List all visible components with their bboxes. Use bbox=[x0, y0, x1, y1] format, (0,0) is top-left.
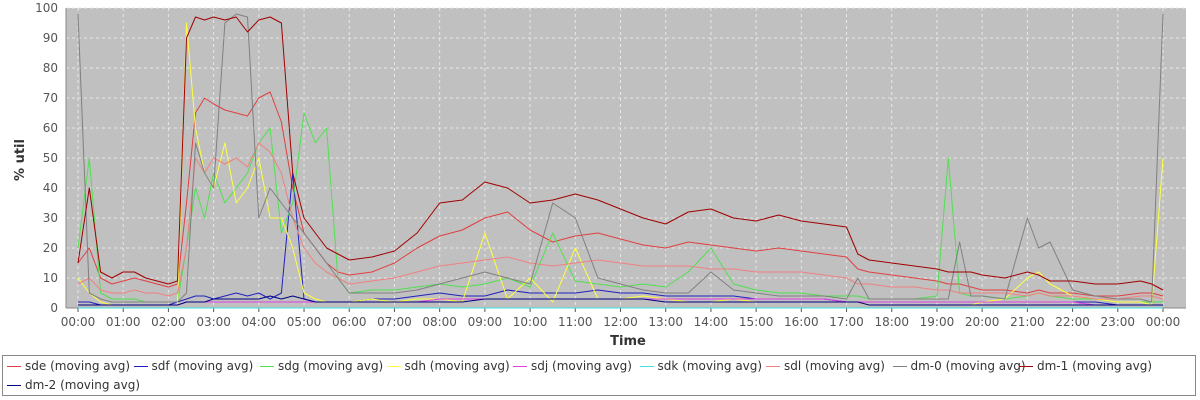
legend-label: dm-2 (moving avg) bbox=[25, 378, 141, 392]
x-tick-label: 12:00 bbox=[603, 315, 638, 329]
y-tick-label: 70 bbox=[43, 91, 58, 105]
legend-item: dm-2 (moving avg) bbox=[7, 378, 140, 392]
x-tick-label: 00:00 bbox=[1146, 315, 1181, 329]
y-tick-label: 40 bbox=[43, 181, 58, 195]
legend-label: dm-0 (moving avg) bbox=[910, 359, 1026, 373]
legend-swatch bbox=[260, 366, 274, 367]
x-tick-label: 11:00 bbox=[558, 315, 593, 329]
legend-swatch bbox=[513, 366, 527, 367]
legend-swatch bbox=[133, 366, 148, 367]
x-tick-label: 22:00 bbox=[1055, 315, 1090, 329]
series-line-dm-1 bbox=[77, 16, 1164, 291]
legend-label: sde (moving avg) bbox=[25, 359, 131, 373]
legend-label: dm-1 (moving avg) bbox=[1037, 359, 1153, 373]
legend-item: sdg (moving avg) bbox=[260, 359, 383, 373]
legend-item: dm-1 (moving avg) bbox=[1019, 359, 1152, 373]
y-tick-label: 80 bbox=[43, 61, 58, 75]
legend-label: sdj (moving avg) bbox=[531, 359, 632, 373]
y-tick-label: 30 bbox=[43, 211, 58, 225]
x-tick-label: 10:00 bbox=[513, 315, 548, 329]
legend-swatch bbox=[892, 366, 907, 367]
x-tick-label: 05:00 bbox=[287, 315, 322, 329]
legend-label: sdk (moving avg) bbox=[657, 359, 763, 373]
legend-label: sdl (moving avg) bbox=[784, 359, 885, 373]
series-lines bbox=[77, 13, 1164, 309]
x-tick-label: 15:00 bbox=[739, 315, 774, 329]
y-axis-title: % util bbox=[13, 139, 28, 181]
series-line-sde bbox=[77, 91, 1164, 297]
legend-swatch bbox=[7, 366, 21, 367]
legend-swatch bbox=[639, 366, 654, 367]
legend-item: sdj (moving avg) bbox=[513, 359, 632, 373]
y-tick-label: 20 bbox=[43, 241, 58, 255]
y-tick-label: 0 bbox=[50, 301, 58, 315]
legend-item: sdl (moving avg) bbox=[766, 359, 885, 373]
legend-item: sdf (moving avg) bbox=[133, 359, 254, 373]
series-line-dm-2 bbox=[78, 295, 1163, 306]
utilization-chart: 0 10 20 30 40 50 60 70 80 90 100 00:00 01:00 02:00 03… bbox=[13, 1, 1186, 349]
legend-swatch bbox=[766, 366, 780, 367]
x-tick-label: 08:00 bbox=[422, 315, 457, 329]
x-tick-label: 20:00 bbox=[965, 315, 1000, 329]
legend-label: sdh (moving avg) bbox=[404, 359, 510, 373]
x-tick-label: 02:00 bbox=[151, 315, 186, 329]
x-tick-label: 21:00 bbox=[1010, 315, 1045, 329]
x-tick-label: 18:00 bbox=[874, 315, 909, 329]
legend-label: sdf (moving avg) bbox=[151, 359, 254, 373]
series-line-sdl bbox=[77, 142, 1164, 300]
legend-swatch bbox=[386, 366, 401, 367]
y-tick-label: 90 bbox=[43, 31, 58, 45]
y-tick-label: 10 bbox=[43, 271, 58, 285]
legend-swatch bbox=[7, 385, 21, 386]
x-tick-label: 13:00 bbox=[648, 315, 683, 329]
legend: sde (moving avg) sdf (moving avg) sdg (mov… bbox=[2, 355, 1196, 396]
x-tick-label: 19:00 bbox=[920, 315, 955, 329]
y-tick-label: 50 bbox=[43, 151, 58, 165]
x-tick-label: 01:00 bbox=[106, 315, 141, 329]
y-axis: 0 10 20 30 40 50 60 70 80 90 100 bbox=[35, 1, 67, 315]
x-tick-label: 03:00 bbox=[196, 315, 231, 329]
x-tick-label: 04:00 bbox=[242, 315, 277, 329]
y-tick-label: 60 bbox=[43, 121, 58, 135]
series-line-dm-0 bbox=[77, 13, 1164, 303]
x-tick-label: 14:00 bbox=[694, 315, 729, 329]
x-tick-label: 06:00 bbox=[332, 315, 367, 329]
legend-item: sde (moving avg) bbox=[7, 359, 130, 373]
legend-item: sdh (moving avg) bbox=[386, 359, 510, 373]
x-tick-label: 09:00 bbox=[468, 315, 503, 329]
legend-item: sdk (moving avg) bbox=[639, 359, 763, 373]
y-tick-label: 100 bbox=[35, 1, 58, 15]
x-tick-label: 07:00 bbox=[377, 315, 412, 329]
x-tick-label: 17:00 bbox=[829, 315, 864, 329]
x-tick-label: 23:00 bbox=[1100, 315, 1135, 329]
legend-label: sdg (moving avg) bbox=[278, 359, 384, 373]
legend-swatch bbox=[1019, 366, 1033, 367]
x-tick-label: 16:00 bbox=[784, 315, 819, 329]
x-tick-label: 00:00 bbox=[61, 315, 96, 329]
x-axis: 00:00 01:00 02:00 03:00 04:00 05:00 06:00 07:00… bbox=[61, 307, 1186, 329]
x-axis-title: Time bbox=[610, 334, 646, 349]
legend-item: dm-0 (moving avg) bbox=[892, 359, 1026, 373]
